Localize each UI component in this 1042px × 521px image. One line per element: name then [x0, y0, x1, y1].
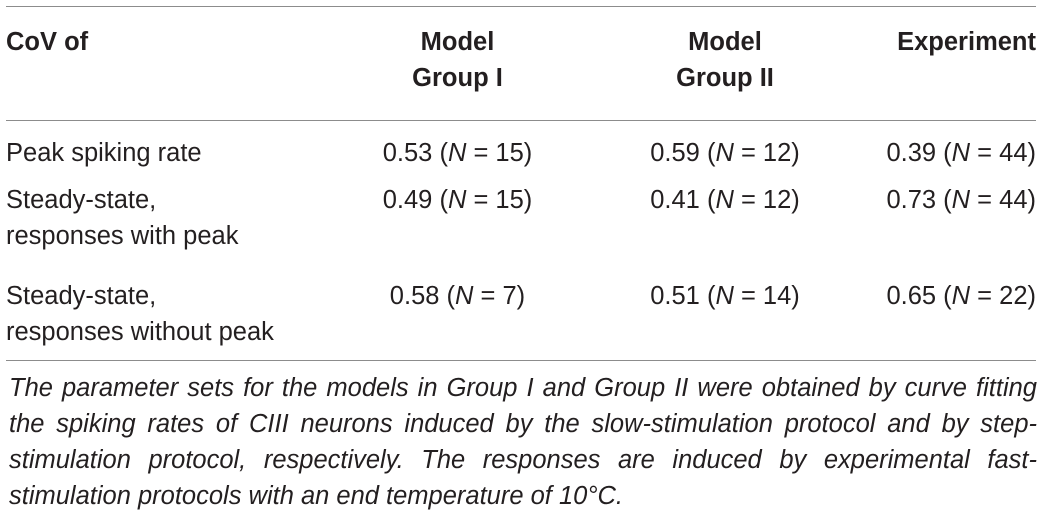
column-header-model-group-1: Model Group I: [412, 28, 503, 92]
cell-experiment: 0.39 (N = 44): [886, 139, 1036, 167]
table-header-row: CoV of Model Group I Model Group II Expe…: [6, 0, 1036, 120]
table-row: Steady-state, responses without peak 0.5…: [6, 278, 1036, 364]
cell-model-group-2: 0.51 (N = 14): [650, 282, 800, 310]
cell-model-group-2: 0.59 (N = 12): [650, 139, 800, 167]
table-row: Steady-state, responses with peak 0.49 (…: [6, 182, 1036, 278]
table-bottom-rule: [6, 360, 1036, 361]
cell-model-group-1: 0.49 (N = 15): [382, 186, 533, 214]
table-row: Peak spiking rate 0.53 (N = 15) 0.59 (N …: [6, 120, 1036, 182]
table-footnote: The parameter sets for the models in Gro…: [9, 374, 1037, 510]
row-label: Steady-state, responses with peak: [6, 186, 239, 250]
table-top-rule: [6, 6, 1036, 7]
cell-model-group-2: 0.41 (N = 12): [650, 186, 800, 214]
row-label: Peak spiking rate: [6, 139, 202, 167]
column-header-cov-of: CoV of: [6, 28, 89, 56]
cell-experiment: 0.65 (N = 22): [886, 282, 1036, 310]
cell-experiment: 0.73 (N = 44): [886, 186, 1036, 214]
row-label: Steady-state, responses without peak: [6, 282, 274, 346]
column-header-model-group-2: Model Group II: [676, 28, 774, 92]
cov-table: CoV of Model Group I Model Group II Expe…: [6, 0, 1036, 364]
cell-model-group-1: 0.58 (N = 7): [389, 282, 526, 310]
column-header-experiment: Experiment: [897, 28, 1036, 56]
cell-model-group-1: 0.53 (N = 15): [382, 139, 533, 167]
table-header-rule: [6, 120, 1036, 121]
